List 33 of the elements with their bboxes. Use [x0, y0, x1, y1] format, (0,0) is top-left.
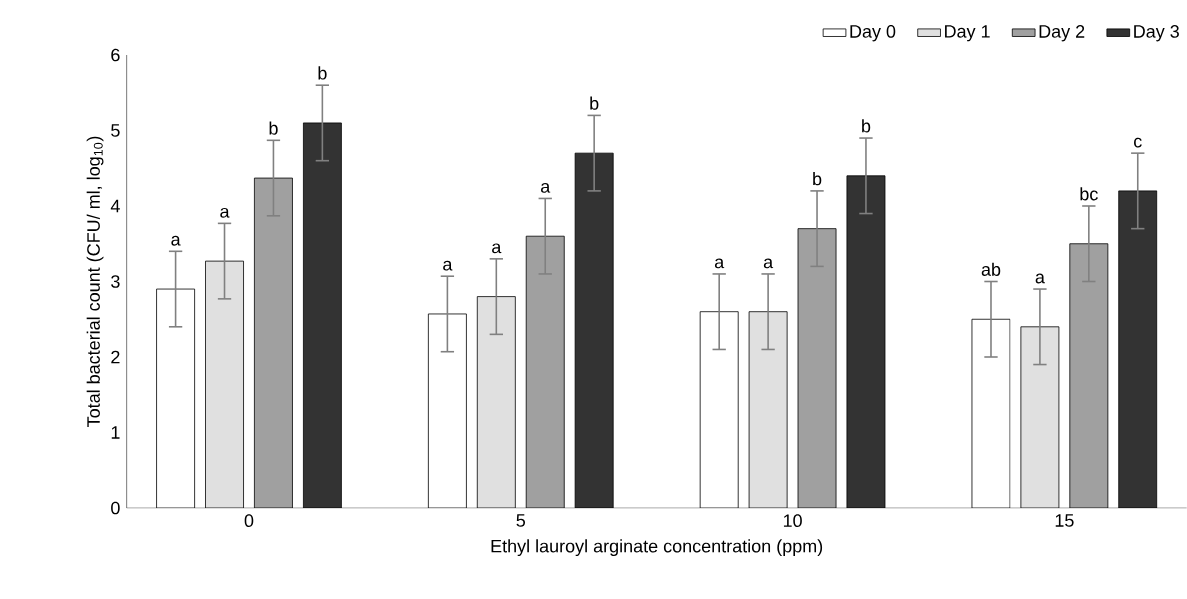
- y-tick-label: 4: [110, 199, 120, 213]
- x-tick-label: 15: [1055, 514, 1074, 527]
- data-label: a: [171, 235, 181, 246]
- y-tick-label: 0: [111, 501, 120, 515]
- data-label: b: [813, 172, 822, 186]
- legend-label: Day 0: [850, 25, 896, 42]
- x-tick-label: 0: [244, 514, 254, 527]
- data-label: c: [1134, 137, 1142, 148]
- x-tick-label: 5: [516, 514, 526, 527]
- data-label: bc: [1080, 187, 1098, 201]
- y-tick-label: 1: [111, 426, 120, 439]
- data-label: a: [1035, 273, 1045, 284]
- data-label: b: [590, 96, 599, 110]
- data-label: a: [541, 182, 551, 193]
- legend-label: Day 3: [1134, 25, 1179, 42]
- y-tick-label: 2: [111, 350, 120, 364]
- data-label: a: [443, 260, 453, 271]
- data-label: b: [318, 66, 327, 80]
- data-label: a: [220, 207, 230, 218]
- data-label: a: [492, 243, 502, 254]
- data-label: b: [862, 119, 871, 133]
- y-tick-label: 3: [111, 275, 120, 288]
- y-tick-label: 6: [111, 48, 120, 62]
- data-label: ab: [981, 262, 1001, 276]
- data-label: a: [763, 258, 774, 269]
- y-tick-label: 5: [111, 124, 120, 137]
- legend-label: Day 2: [1039, 25, 1085, 42]
- x-axis-title: Ethyl lauroyl arginate concentration (ppm): [491, 539, 823, 557]
- data-label: a: [714, 258, 725, 269]
- y-axis-title: Total bacterial count (CFU/ ml, log$_{10}$): [86, 136, 104, 427]
- legend-label: Day 1: [945, 25, 990, 42]
- data-label: b: [269, 121, 278, 135]
- x-tick-label: 10: [783, 514, 802, 527]
